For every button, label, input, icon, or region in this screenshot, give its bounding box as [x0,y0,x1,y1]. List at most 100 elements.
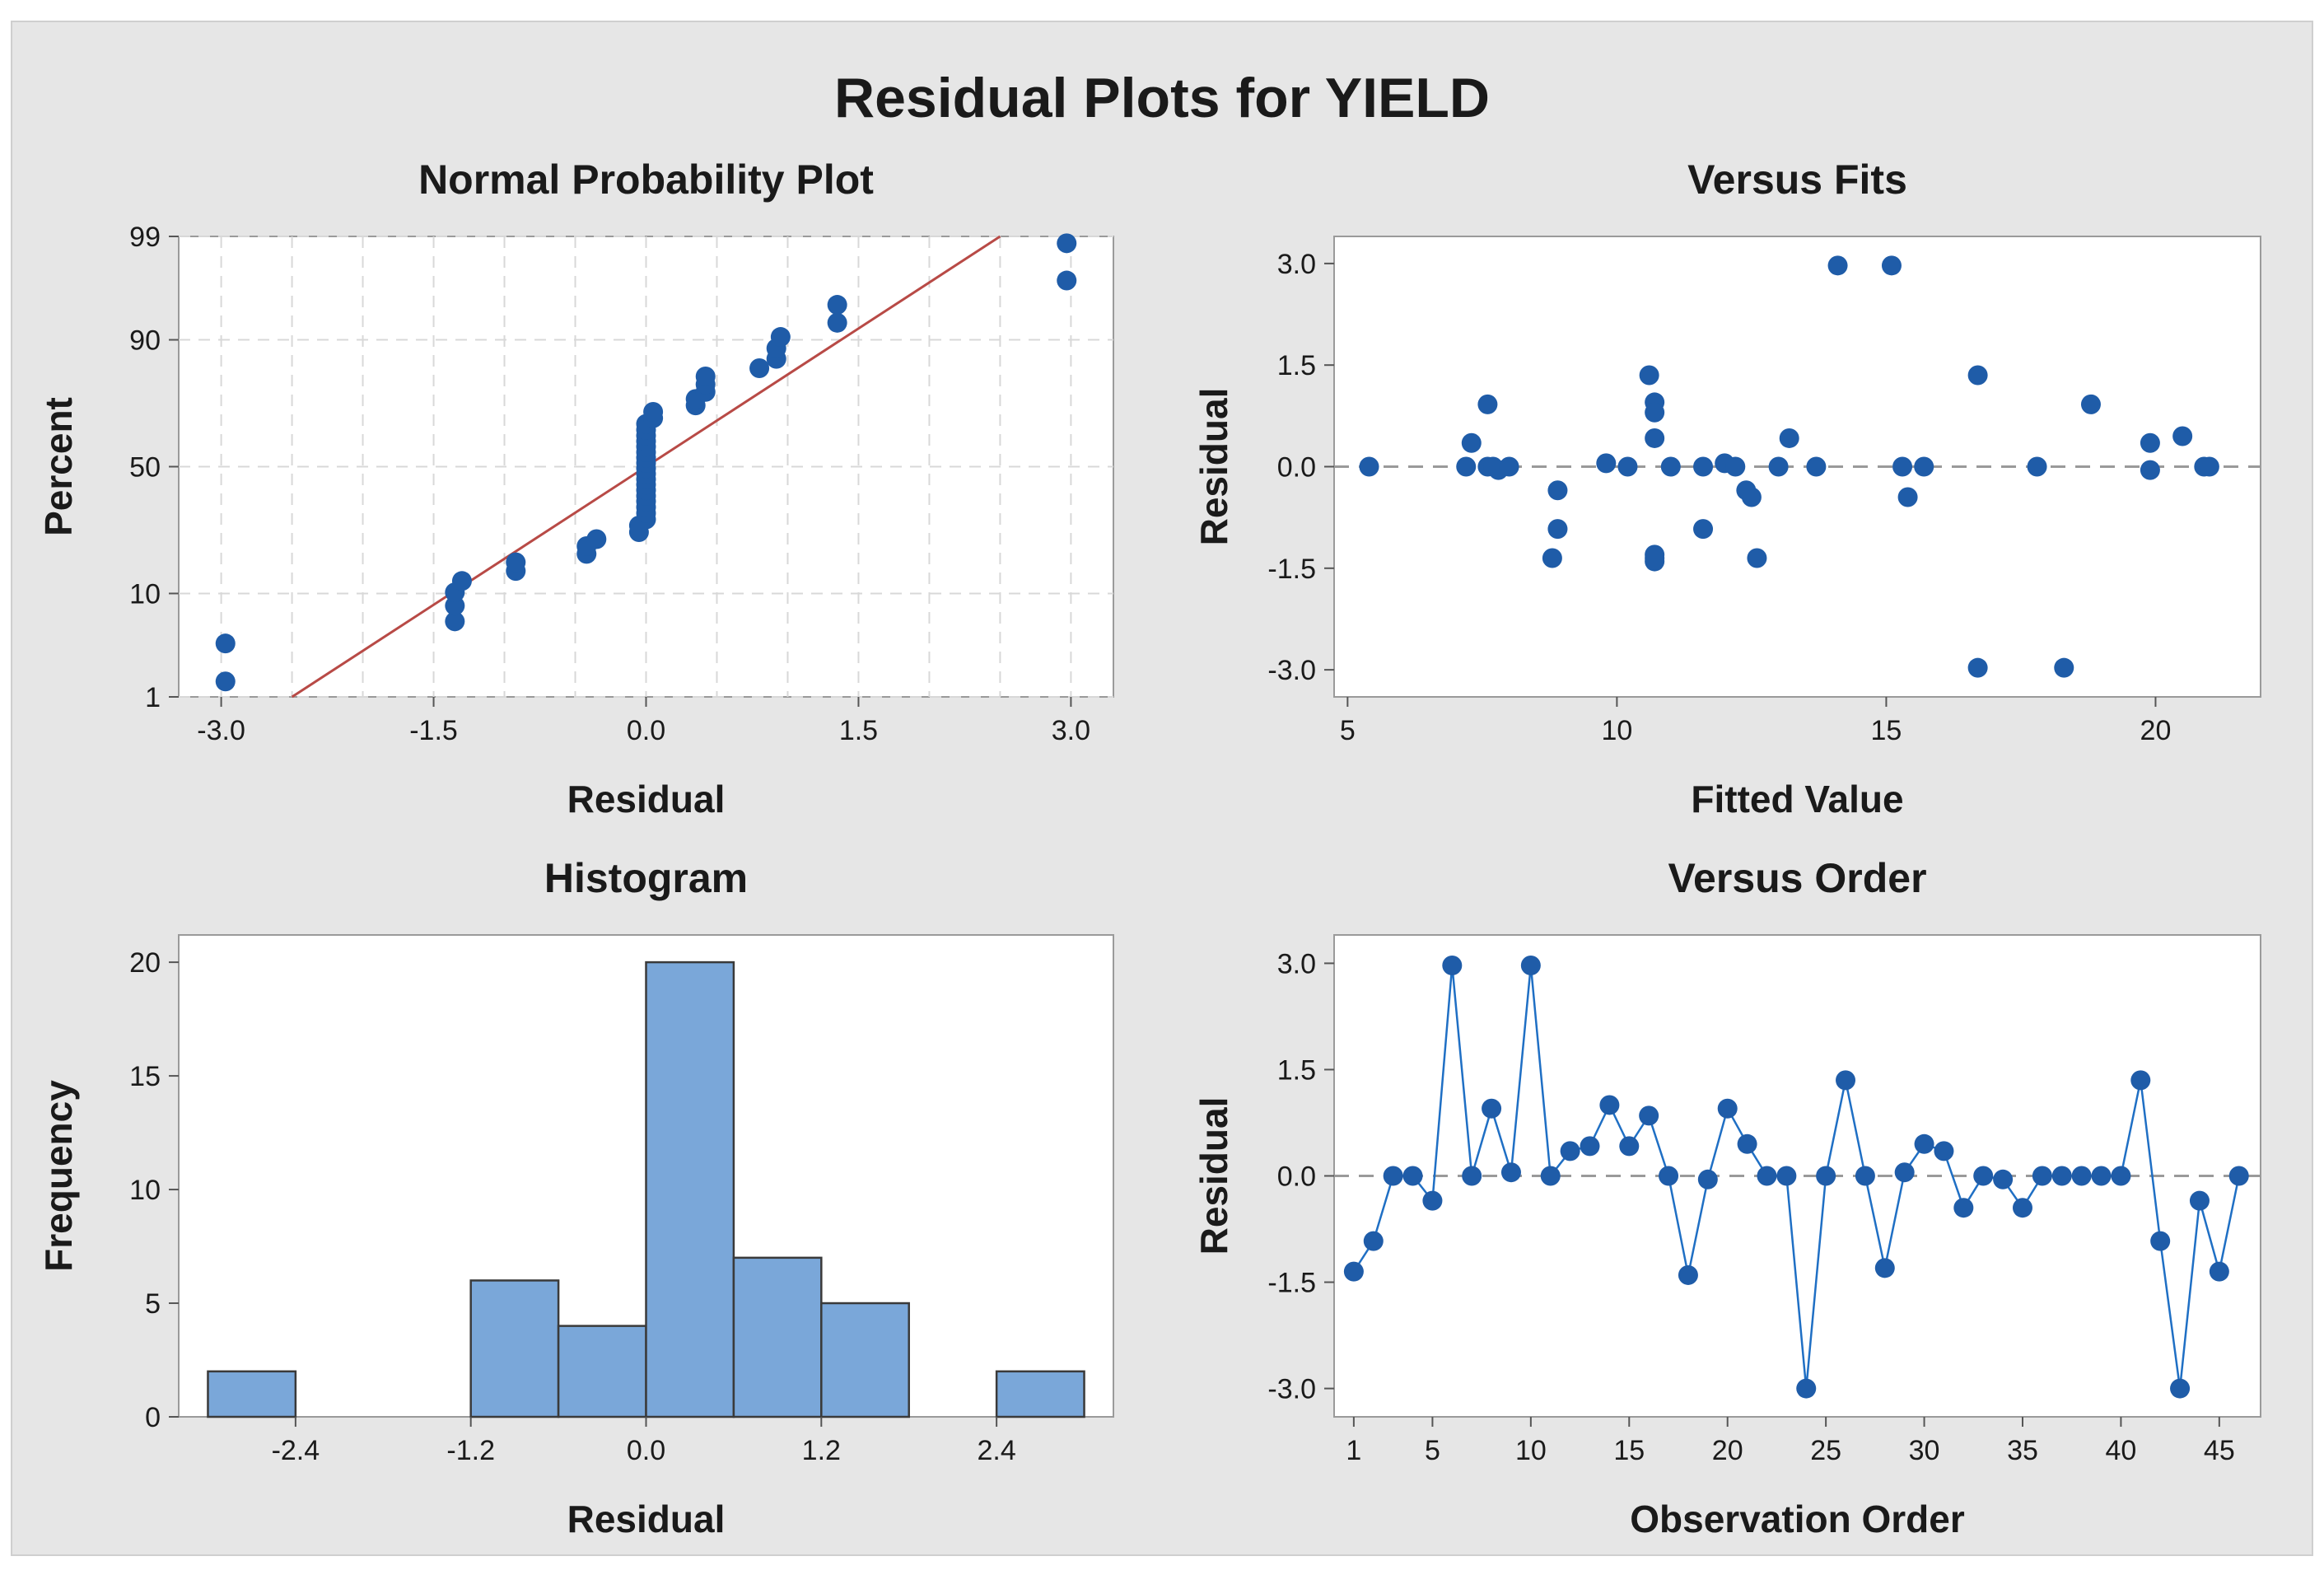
order-point [1639,1105,1659,1126]
fits-point [1967,657,1988,678]
order-point [1383,1166,1403,1186]
order-point [1402,1166,1423,1186]
order-x-tick-label: 45 [2204,1435,2235,1466]
fits-point [1596,453,1617,474]
npp-x-tick-label: -1.5 [409,715,458,746]
order-y-tick-label: -3.0 [1267,1374,1316,1405]
hist-x-tick-label: -1.2 [446,1435,495,1466]
fits-point [2140,460,2160,480]
fits-point [1660,456,1681,477]
npp-point [770,327,791,348]
order-point [1717,1098,1738,1119]
order-point [1874,1258,1895,1278]
fits-point [1779,428,1799,448]
hist-bar [645,960,735,1418]
order-x-tick-label: 35 [2007,1435,2038,1466]
fits-point [1617,456,1638,477]
hist-x-axis-label: Residual [567,1498,726,1540]
order-point [2071,1166,2092,1186]
npp-y-tick-label: 50 [129,452,161,484]
hist-y-tick-label: 10 [129,1175,161,1206]
hist-y-tick-label: 15 [129,1061,161,1092]
order-point [1462,1166,1482,1186]
order-point [1855,1166,1875,1186]
fits-point [1725,456,1746,477]
order-point [2051,1166,2072,1186]
order-point [2150,1231,2171,1251]
npp-point [215,633,236,654]
order-x-tick-label: 1 [1346,1435,1361,1466]
hist-x-tick-label: -2.4 [272,1435,320,1466]
order-x-axis-label: Observation Order [1630,1498,1965,1540]
fits-point [1456,456,1477,477]
hist-bar [732,1256,823,1418]
order-y-tick-label: -1.5 [1267,1268,1316,1299]
npp-point [586,529,607,549]
order-point [1520,955,1541,975]
npp-point [215,671,236,692]
fits-point [2054,657,2074,678]
order-x-tick-label: 20 [1712,1435,1743,1466]
fits-point [2027,456,2047,477]
fits-y-tick-label: 0.0 [1277,452,1316,484]
order-point [1678,1264,1698,1285]
npp-point [1057,233,1077,254]
npp-point [451,571,472,591]
order-x-tick-label: 30 [1909,1435,1940,1466]
hist-bar [207,1370,297,1418]
hist-bar [820,1302,910,1418]
npp-point [827,312,847,333]
order-point [2209,1261,2229,1282]
npp-y-tick-label: 1 [145,682,161,713]
fits-point [2140,432,2160,453]
npp-x-tick-label: 1.5 [839,715,878,746]
order-point [1540,1166,1561,1186]
main-title: Residual Plots for YIELD [834,67,1490,129]
npp-y-tick-label: 99 [129,222,161,253]
npp-x-tick-label: 0.0 [627,715,665,746]
order-point [2189,1190,2210,1211]
npp-title: Normal Probability Plot [418,157,874,203]
fits-x-tick-label: 10 [1601,715,1632,746]
order-x-tick-label: 25 [1810,1435,1841,1466]
npp-x-axis-label: Residual [567,778,726,820]
npp-y-axis-label: Percent [37,397,80,536]
order-y-tick-label: 3.0 [1277,948,1316,979]
order-point [1934,1141,1954,1161]
fits-y-tick-label: -3.0 [1267,655,1316,686]
fits-point [1499,456,1519,477]
hist-y-axis-label: Frequency [37,1080,80,1272]
fits-x-tick-label: 20 [2140,715,2172,746]
fits-point [1897,487,1918,507]
fits-point [1359,456,1379,477]
order-point [1894,1162,1915,1183]
hist-x-tick-label: 0.0 [627,1435,665,1466]
fits-point [1461,432,1482,453]
npp-x-tick-label: 3.0 [1052,715,1090,746]
npp-point [643,402,664,423]
fits-point [1892,456,1913,477]
order-point [1343,1261,1364,1282]
order-x-tick-label: 10 [1515,1435,1547,1466]
fits-point [1542,548,1562,568]
fits-y-tick-label: -1.5 [1267,554,1316,585]
hist-bar [995,1370,1085,1418]
npp-point [1057,270,1077,291]
fits-point [1645,402,1665,423]
order-point [1363,1231,1384,1251]
npp-point [445,611,465,632]
order-point [1482,1098,1502,1119]
order-y-tick-label: 1.5 [1277,1054,1316,1086]
order-point [1914,1133,1934,1154]
fits-y-tick-label: 1.5 [1277,350,1316,381]
hist-y-tick-label: 20 [129,947,161,979]
order-point [1599,1095,1620,1115]
fits-point [1693,519,1714,540]
fits-point [1747,548,1767,568]
order-point [1580,1136,1600,1157]
order-point [2130,1070,2151,1091]
order-point [1442,955,1463,975]
order-y-tick-label: 0.0 [1277,1161,1316,1193]
fits-point [1477,394,1498,414]
